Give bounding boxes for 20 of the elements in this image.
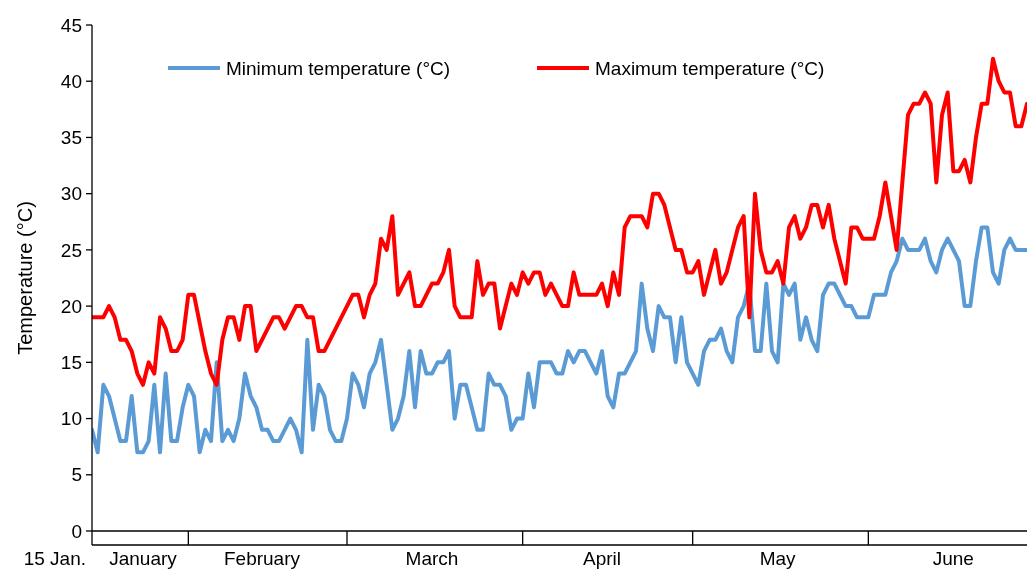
y-tick-label: 5 xyxy=(71,464,82,486)
legend-label: Maximum temperature (°C) xyxy=(595,57,825,79)
y-tick-label: 20 xyxy=(60,295,82,317)
y-tick-label: 10 xyxy=(60,408,82,430)
x-tick-label: February xyxy=(223,548,301,569)
text: 15 Jan. xyxy=(23,548,86,569)
y-tick-label: 40 xyxy=(60,70,82,92)
x-tick-label: January xyxy=(109,548,178,569)
y-tick-label: 45 xyxy=(60,14,82,36)
x-tick-label: March xyxy=(405,548,459,569)
y-tick-label: 25 xyxy=(60,239,82,261)
y-tick-label: 35 xyxy=(60,127,82,149)
x-tick-label: May xyxy=(759,548,797,569)
y-tick-label: 0 xyxy=(71,520,82,542)
x-tick-label: April xyxy=(582,548,622,569)
y-tick-label: 15 xyxy=(60,351,82,373)
y-tick-label: 30 xyxy=(60,183,82,205)
x-tick-label: June xyxy=(932,548,974,569)
y-axis-title: Temperature (°C) xyxy=(14,201,36,355)
legend-label: Minimum temperature (°C) xyxy=(226,57,451,79)
